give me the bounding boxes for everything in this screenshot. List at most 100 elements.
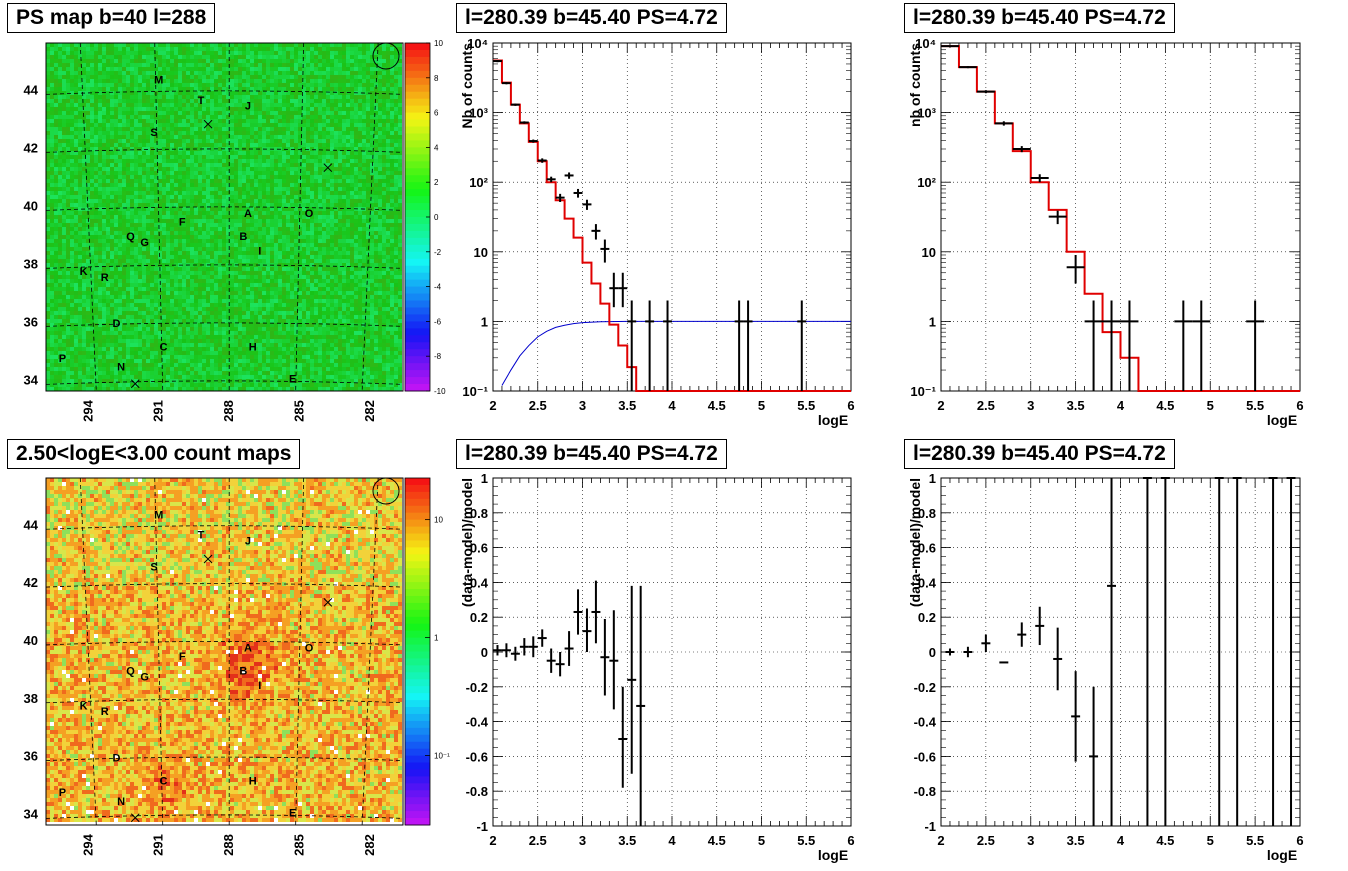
res-right-data-point	[1214, 477, 1224, 826]
res-right-data-point	[1035, 606, 1045, 646]
res-left-data-point	[493, 645, 502, 656]
bottom-cross-marker	[323, 597, 333, 607]
spec-left-data-point	[519, 121, 529, 124]
bottom-source-label: G	[140, 671, 149, 683]
top-y-tick-label: 40	[24, 198, 38, 213]
spec-left-x-tick-label: 3.5	[618, 398, 636, 413]
spec-right-y-tick-label: 10³	[917, 106, 936, 121]
top-colorbar-label: 10	[434, 39, 443, 48]
res-left-y-tick-label: 0.6	[470, 541, 488, 556]
res-right-data-point	[1160, 477, 1170, 826]
spec-right-y-tick-label: 10	[922, 245, 936, 260]
spec-right-x-tick-label: 2	[937, 398, 944, 413]
res-left-y-tick-label: 0	[481, 645, 488, 660]
top-y-tick-label: 44	[24, 82, 39, 97]
bottom-cross-marker	[130, 813, 140, 823]
spec-right-data-point	[1048, 210, 1067, 225]
spec-left-data-point	[743, 300, 753, 391]
bottom-y-tick-label: 36	[24, 749, 38, 764]
top-colorbar-label: -2	[434, 248, 442, 257]
top-cross-marker	[130, 379, 140, 389]
res-right-data-point	[1053, 627, 1063, 691]
bottom-lon-line	[295, 477, 305, 826]
spec-left-data-point	[528, 139, 538, 143]
bottom-source-label: A	[244, 643, 252, 655]
res-left-y-tick-label: -1	[476, 819, 488, 834]
res-left-data-point	[555, 652, 565, 677]
spec-right-data-point	[1066, 254, 1085, 284]
spec-right-x-tick-label: 3.5	[1067, 398, 1085, 413]
bottom-source-label: P	[59, 787, 66, 799]
spec-left-data-point	[663, 300, 672, 391]
bottom-source-label: S	[150, 562, 157, 574]
top-source-label: H	[249, 341, 257, 353]
res-right-data-point	[945, 648, 955, 656]
res-right-y-tick-label: -0.4	[914, 715, 937, 730]
res-right-data-point	[1142, 477, 1152, 826]
spec-left-data-point	[618, 272, 628, 308]
top-lat-line	[45, 380, 404, 385]
res-right-y-axis-title: (data-model)/model	[907, 478, 923, 607]
bottom-colorbar-label: 10⁻¹	[434, 752, 450, 761]
top-source-label: I	[258, 246, 261, 258]
spec-right-x-tick-label: 2.5	[977, 398, 995, 413]
top-x-tick-label: 291	[151, 400, 166, 422]
top-lat-line	[45, 90, 404, 95]
spec-left-data-point	[600, 239, 610, 263]
res-right-x-tick-label: 5	[1207, 833, 1214, 848]
top-cross-marker	[203, 119, 213, 129]
top-colorbar-label: 8	[434, 74, 439, 83]
top-lat-line	[45, 148, 404, 153]
res-left-data-point	[618, 686, 628, 788]
top-source-label: P	[59, 353, 66, 365]
spec-right-x-tick-label: 5.5	[1246, 398, 1264, 413]
spec-left-x-tick-label: 3	[579, 398, 586, 413]
spec-right-x-tick-label: 6	[1296, 398, 1303, 413]
top-source-label: O	[305, 208, 314, 220]
res-left-x-tick-label: 4.5	[708, 833, 726, 848]
spec-right-data-point	[1084, 300, 1103, 391]
top-colorbar-label: -4	[434, 283, 442, 292]
res-right-title: l=280.39 b=45.40 PS=4.72	[904, 439, 1175, 469]
res-right-x-tick-label: 6	[1296, 833, 1303, 848]
top-source-label: B	[239, 231, 247, 243]
bottom-source-label: E	[289, 807, 296, 819]
res-left-data-point	[546, 648, 556, 673]
top-x-tick-label: 288	[221, 400, 236, 422]
spec-right-plot: 2 2.5 3 3.5 4 4.5 5 5.5 6 10⁻¹ 1 10 10² 10³ 10⁴ logE nb …	[907, 36, 1304, 428]
res-right-data-point	[963, 646, 973, 658]
res-left-x-tick-label: 3	[579, 833, 586, 848]
top-y-tick-label: 42	[24, 140, 38, 155]
spec-right-y-tick-label: 1	[929, 314, 936, 329]
bottom-source-label: M	[154, 509, 163, 521]
res-right-y-tick-label: -0.2	[914, 680, 936, 695]
bottom-lat-line	[45, 641, 404, 646]
res-right-data-point	[1268, 477, 1278, 826]
bottom-x-tick-label: 291	[151, 834, 166, 856]
spec-right-data-point	[1246, 300, 1265, 391]
top-y-tick-label: 38	[24, 256, 38, 271]
bottom-source-label: D	[112, 752, 120, 764]
spec-left-data-point	[645, 300, 655, 391]
res-left-x-tick-label: 5.5	[797, 833, 815, 848]
spec-right-data-point	[994, 121, 1013, 126]
top-colorbar: 10 8 6 4 2 0 -2 -4 -6 -8 -10	[404, 39, 446, 396]
spec-right-data-point	[1120, 300, 1139, 391]
top-x-tick-label: 294	[80, 399, 95, 421]
top-source-label: T	[198, 95, 205, 107]
res-left-y-tick-label: 0.8	[470, 506, 488, 521]
bottom-y-tick-label: 44	[24, 517, 39, 532]
res-left-data-point	[582, 608, 592, 652]
spec-right-x-tick-label: 3	[1027, 398, 1034, 413]
spec-left-y-tick-label: 1	[481, 314, 488, 329]
spec-left-model-histogram	[493, 59, 851, 392]
top-source-label: Q	[126, 231, 135, 243]
top-source-label: K	[80, 266, 88, 278]
top-cross-marker	[323, 163, 333, 173]
spec-right-title: l=280.39 b=45.40 PS=4.72	[904, 3, 1175, 33]
top-psf-circle	[372, 42, 400, 70]
res-left-y-tick-label: -0.4	[466, 715, 489, 730]
bottom-lat-line	[45, 814, 404, 819]
res-right-x-tick-label: 3.5	[1067, 833, 1085, 848]
spec-left-x-tick-label: 5	[758, 398, 765, 413]
